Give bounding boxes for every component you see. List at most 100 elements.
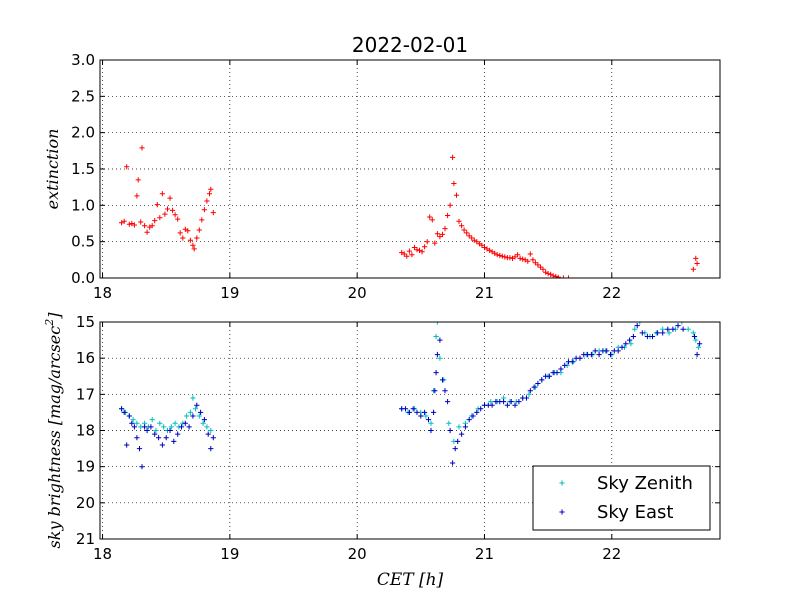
data-point [592,348,598,354]
data-point [501,399,507,405]
legend-label: Sky East [597,502,673,523]
data-point [172,420,178,426]
data-point [644,333,650,340]
data-point [129,420,135,426]
data-point [693,255,699,261]
data-point [452,446,458,452]
data-point [445,399,451,405]
data-point [464,230,470,236]
data-point [428,420,434,426]
data-point [190,413,196,419]
data-point [171,438,177,444]
data-point [124,442,130,448]
data-point [432,388,438,394]
y-tick-label: 15 [76,313,95,331]
data-point [190,395,196,401]
data-point [526,391,532,397]
data-point [142,223,148,229]
data-point [447,427,453,434]
data-point [649,333,656,340]
data-point [167,195,173,201]
data-point [434,351,440,358]
data-point [442,226,448,232]
data-point [540,266,546,272]
data-point [135,177,141,183]
y-tick-label: 18 [76,422,95,440]
data-point [134,420,140,426]
data-point [126,221,132,227]
data-point [558,366,564,372]
data-point [459,223,465,229]
data-point [665,326,671,332]
data-point [502,254,508,260]
data-point [186,424,192,430]
data-point [198,409,204,415]
data-point [675,323,681,329]
y-tick-label: 2.5 [71,87,95,105]
data-point [431,409,437,415]
data-point [450,154,456,160]
data-point [690,330,696,336]
data-point [523,395,530,401]
sky-brightness-plot: 18 19 20 21 22 15 16 17 18 19 20 21 sky brightness [… [43,312,721,590]
data-point [445,212,451,219]
data-point [126,413,132,419]
data-point [619,344,625,350]
data-point [615,348,621,354]
data-point [433,333,439,340]
data-point [504,402,510,408]
data-point [419,249,425,255]
data-point [630,333,636,340]
data-point [191,246,197,252]
y-axis-label-main: sky brightness [mag/arcsec [45,326,64,549]
data-point [204,424,210,430]
data-point [434,322,440,325]
legend: Sky Zenith Sky East [532,465,711,531]
data-point [660,330,666,336]
x-tick-label: 21 [475,545,494,563]
data-point [130,417,136,423]
data-point [439,231,446,237]
data-point [508,399,514,405]
data-point [139,145,145,151]
data-point [184,413,190,419]
data-point [489,402,495,408]
data-point [555,274,561,278]
data-point [414,247,420,253]
y-tick-label: 0.0 [71,269,95,287]
x-tick-label: 18 [93,284,112,302]
data-point [422,244,428,250]
data-point [156,435,162,441]
data-point [634,323,640,329]
data-point [690,266,696,272]
data-point [210,435,216,441]
data-point [402,406,409,412]
data-point [208,186,214,192]
data-point [134,435,140,441]
y-tick-label: 1.0 [71,196,95,214]
data-point [208,446,214,452]
data-point [432,240,438,246]
data-point [153,427,159,434]
x-tick-label: 18 [93,545,112,563]
data-point [446,420,452,426]
data-point [205,431,211,437]
legend-box [532,465,711,531]
data-point [182,420,188,426]
data-point [596,351,602,358]
data-point [144,229,150,235]
data-point [535,380,541,387]
data-point [200,420,206,426]
data-point [427,214,433,220]
data-point [178,424,185,430]
data-point [530,257,536,263]
data-point [666,330,672,336]
data-point [163,435,169,441]
data-point [425,417,432,423]
data-point [139,464,145,470]
data-point [168,424,174,430]
data-point [170,207,176,213]
data-point [456,424,462,430]
data-point [124,164,130,170]
legend-marker [559,480,565,486]
